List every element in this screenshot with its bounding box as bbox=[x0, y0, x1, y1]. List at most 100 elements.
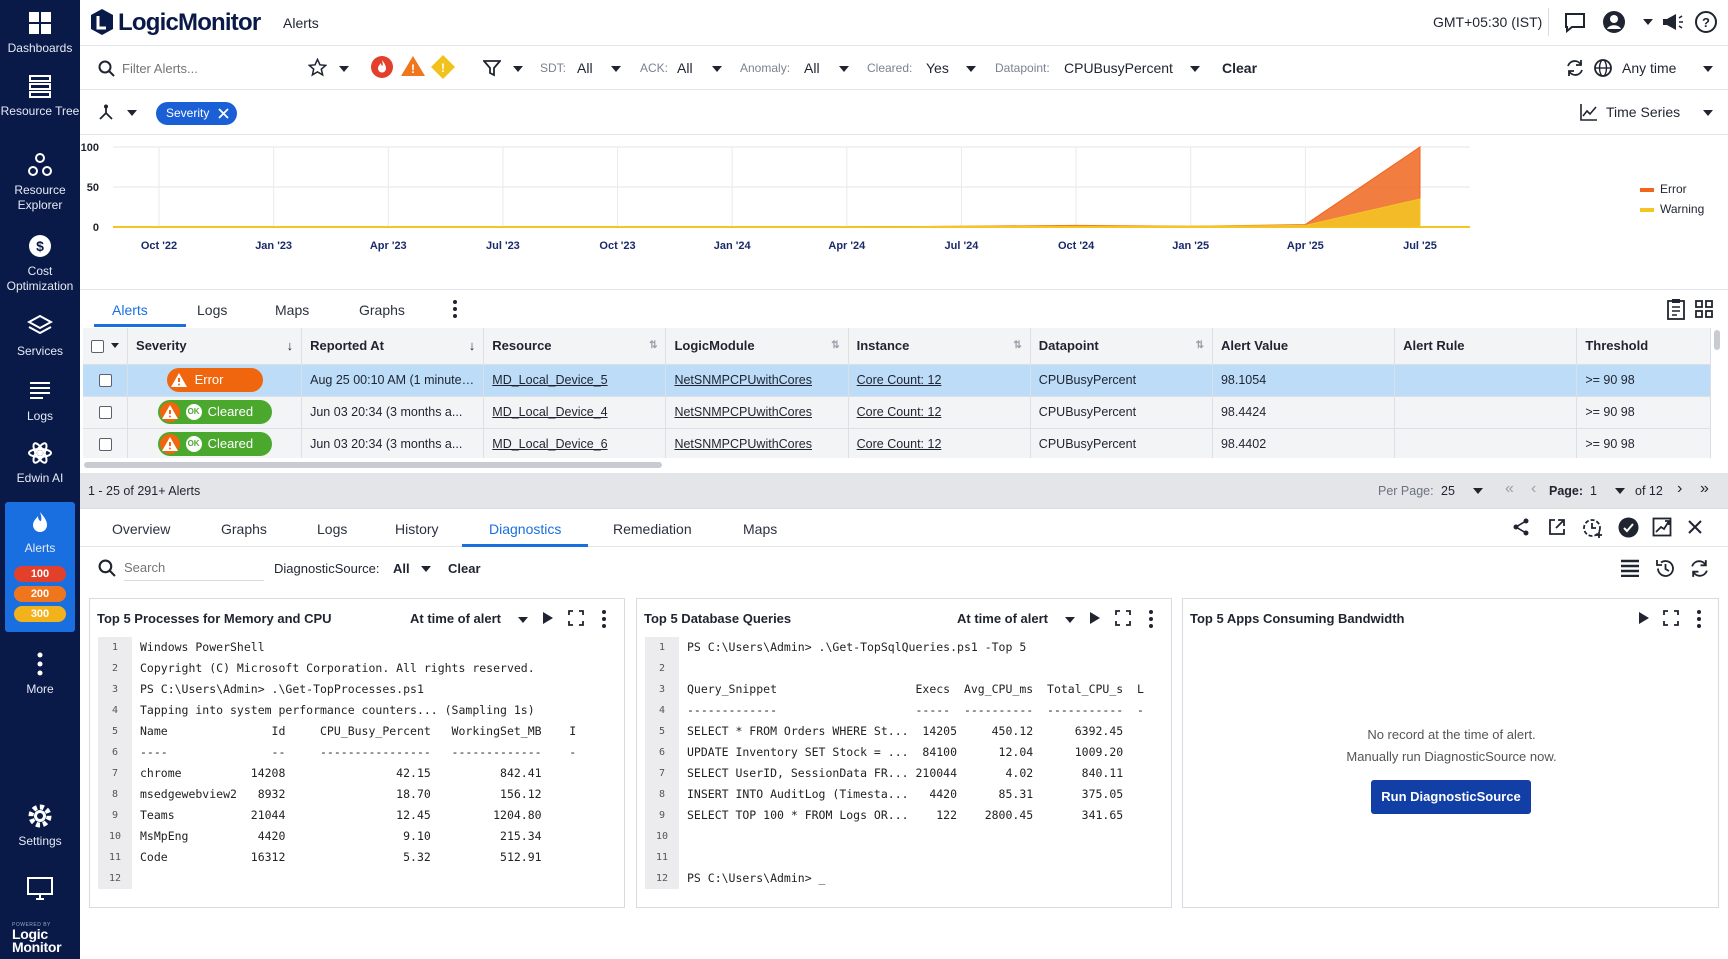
timezone-label[interactable]: GMT+05:30 (IST) bbox=[1433, 14, 1543, 30]
vertical-scrollbar[interactable] bbox=[1714, 330, 1720, 350]
column-resource[interactable]: Resource ⇅ bbox=[483, 328, 667, 365]
per-page-chevron-icon[interactable] bbox=[1473, 488, 1483, 494]
panel-more-icon[interactable] bbox=[601, 610, 607, 628]
time-range-select[interactable]: Any time bbox=[1622, 60, 1677, 76]
panel-more-icon[interactable] bbox=[1148, 610, 1154, 628]
open-external-icon[interactable] bbox=[1547, 517, 1567, 537]
resource-link[interactable]: MD_Local_Device_6 bbox=[483, 428, 667, 458]
panel-time-chevron-icon[interactable] bbox=[518, 617, 528, 623]
tab-overview[interactable]: Overview bbox=[112, 521, 171, 537]
error-severity-icon[interactable]: ! bbox=[400, 54, 426, 78]
run-icon[interactable] bbox=[542, 611, 554, 625]
critical-severity-icon[interactable] bbox=[370, 55, 394, 79]
resource-link[interactable]: MD_Local_Device_4 bbox=[483, 396, 667, 429]
run-icon[interactable] bbox=[1638, 611, 1650, 625]
run-icon[interactable] bbox=[1089, 611, 1101, 625]
star-icon[interactable] bbox=[308, 58, 327, 77]
warning-severity-icon[interactable]: ! bbox=[430, 54, 456, 80]
tab-maps[interactable]: Maps bbox=[743, 521, 778, 537]
filter-alerts-input[interactable] bbox=[122, 56, 362, 80]
filter-chevron-icon[interactable] bbox=[513, 66, 523, 72]
schedule-icon[interactable] bbox=[1582, 517, 1604, 539]
select-chevron-icon[interactable] bbox=[111, 343, 119, 348]
sidebar-item-settings[interactable]: Settings bbox=[0, 803, 80, 849]
sort-icon[interactable]: ⇅ bbox=[1195, 340, 1204, 351]
warning-count-badge[interactable]: 300 bbox=[14, 606, 66, 622]
resource-link[interactable]: MD_Local_Device_5 bbox=[483, 364, 667, 397]
severity-group-chip[interactable]: Severity bbox=[156, 102, 238, 125]
sidebar-item-dashboards[interactable]: Dashboards bbox=[0, 10, 80, 56]
sidebar-item-edwin-ai[interactable]: Edwin AI bbox=[0, 440, 80, 486]
tab-graphs[interactable]: Graphs bbox=[359, 302, 405, 318]
instance-link[interactable]: Core Count: 12 bbox=[848, 428, 1031, 458]
sort-icon[interactable]: ⇅ bbox=[1013, 340, 1022, 351]
row-checkbox[interactable] bbox=[98, 438, 112, 452]
user-menu-chevron-icon[interactable] bbox=[1643, 19, 1653, 25]
logicmodule-link[interactable]: NetSNMPCPUwithCores bbox=[665, 428, 849, 458]
diagnostics-search-input[interactable] bbox=[124, 555, 264, 581]
table-row[interactable]: OK Cleared Jun 03 20:34 (3 months a... MD… bbox=[83, 396, 1711, 429]
share-icon[interactable] bbox=[1511, 517, 1531, 537]
chip-close-icon[interactable] bbox=[218, 108, 229, 119]
globe-time-icon[interactable] bbox=[1593, 58, 1613, 78]
cleared-chevron-icon[interactable] bbox=[966, 66, 976, 72]
tab-logs[interactable]: Logs bbox=[317, 521, 348, 537]
table-row[interactable]: Error Aug 25 00:10 AM (1 minutes... MD_L… bbox=[83, 364, 1711, 397]
instance-link[interactable]: Core Count: 12 bbox=[848, 396, 1031, 429]
user-avatar-icon[interactable] bbox=[1602, 10, 1626, 34]
chat-icon[interactable] bbox=[1564, 11, 1586, 33]
sidebar-item-display[interactable] bbox=[0, 876, 80, 907]
sort-desc-icon[interactable]: ↓ bbox=[468, 338, 476, 353]
tab-logs[interactable]: Logs bbox=[197, 302, 228, 318]
instance-link[interactable]: Core Count: 12 bbox=[848, 364, 1031, 397]
previous-page-icon[interactable]: ‹ bbox=[1531, 480, 1537, 497]
error-count-badge[interactable]: 200 bbox=[14, 586, 66, 602]
panel-time-select[interactable]: At time of alert bbox=[957, 611, 1049, 626]
expand-icon[interactable] bbox=[568, 610, 584, 626]
clear-filters-button[interactable]: Clear bbox=[1222, 60, 1258, 76]
expand-icon[interactable] bbox=[1115, 610, 1131, 626]
column-alert-value[interactable]: Alert Value bbox=[1212, 328, 1396, 365]
panel-time-chevron-icon[interactable] bbox=[1065, 617, 1075, 623]
column-alert-rule[interactable]: Alert Rule bbox=[1394, 328, 1578, 365]
horizontal-scrollbar[interactable] bbox=[84, 462, 662, 468]
select-all-cell[interactable] bbox=[83, 328, 129, 365]
sidebar-item-more[interactable]: More bbox=[0, 651, 80, 697]
next-page-icon[interactable]: › bbox=[1677, 480, 1683, 497]
column-datapoint[interactable]: Datapoint ⇅ bbox=[1030, 328, 1213, 365]
funnel-filter-icon[interactable] bbox=[483, 59, 501, 77]
diagnostic-source-select[interactable]: All bbox=[393, 561, 410, 576]
escalation-icon[interactable] bbox=[1652, 517, 1672, 537]
sdt-select[interactable]: All bbox=[577, 60, 593, 76]
sdt-chevron-icon[interactable] bbox=[611, 66, 621, 72]
row-checkbox[interactable] bbox=[98, 374, 112, 388]
expand-icon[interactable] bbox=[1663, 610, 1679, 626]
group-by-icon[interactable] bbox=[97, 104, 115, 122]
sidebar-item-cost-optimization[interactable]: $ Cost Optimization bbox=[0, 233, 80, 294]
ack-chevron-icon[interactable] bbox=[712, 66, 722, 72]
logicmodule-link[interactable]: NetSNMPCPUwithCores bbox=[665, 396, 849, 429]
logicmodule-link[interactable]: NetSNMPCPUwithCores bbox=[665, 364, 849, 397]
critical-count-badge[interactable]: 100 bbox=[14, 566, 66, 582]
sidebar-item-logs[interactable]: Logs bbox=[0, 378, 80, 424]
page-chevron-icon[interactable] bbox=[1615, 488, 1625, 494]
per-page-select[interactable]: 25 bbox=[1441, 484, 1455, 498]
history-icon[interactable] bbox=[1655, 558, 1676, 579]
table-row[interactable]: OK Cleared Jun 03 20:34 (3 months a... MD… bbox=[83, 428, 1711, 458]
grid-layout-icon[interactable] bbox=[1694, 299, 1714, 319]
column-reported-at[interactable]: Reported At ↓ bbox=[301, 328, 485, 365]
select-all-checkbox[interactable] bbox=[91, 340, 104, 354]
sort-desc-icon[interactable]: ↓ bbox=[286, 338, 294, 353]
row-checkbox[interactable] bbox=[98, 406, 112, 420]
anomaly-chevron-icon[interactable] bbox=[839, 66, 849, 72]
time-range-chevron-icon[interactable] bbox=[1703, 66, 1713, 72]
tab-remediation[interactable]: Remediation bbox=[613, 521, 692, 537]
help-icon[interactable]: ? bbox=[1694, 10, 1718, 34]
refresh-icon[interactable] bbox=[1689, 558, 1710, 579]
view-mode-chevron-icon[interactable] bbox=[1703, 110, 1713, 116]
column-logicmodule[interactable]: LogicModule ⇅ bbox=[665, 328, 849, 365]
anomaly-select[interactable]: All bbox=[804, 60, 820, 76]
list-view-icon[interactable] bbox=[1620, 559, 1640, 577]
more-tabs-icon[interactable] bbox=[452, 300, 458, 318]
announcement-icon[interactable] bbox=[1660, 10, 1684, 34]
